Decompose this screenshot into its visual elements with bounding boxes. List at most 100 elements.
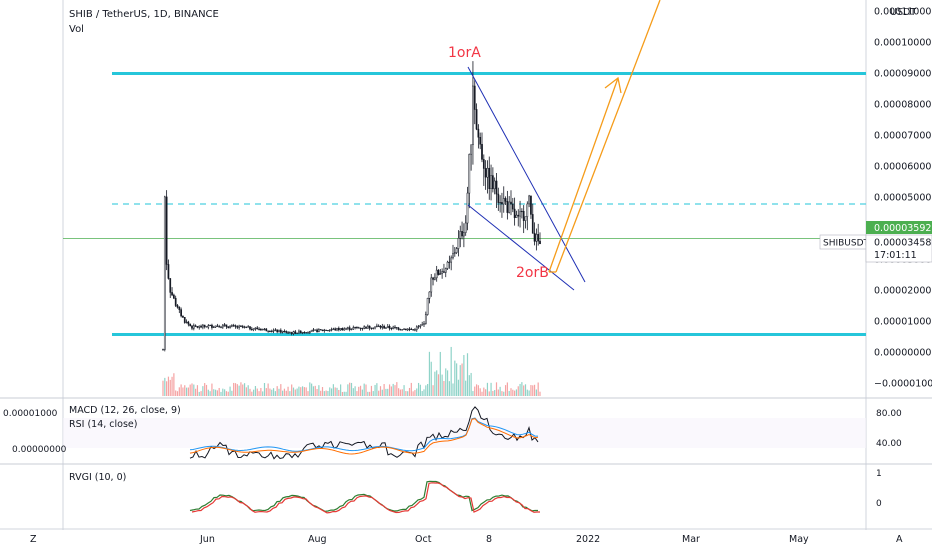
annotation-2orB[interactable]: 2orB (516, 265, 549, 281)
candle-body (417, 326, 420, 328)
candle-body (499, 202, 501, 204)
volume-bar (238, 385, 240, 396)
volume-bar (352, 388, 354, 396)
candle-body (191, 325, 193, 329)
time-axis-bar[interactable] (0, 530, 932, 550)
volume-bar (495, 382, 498, 396)
candle-body (207, 325, 210, 328)
candle-body (332, 328, 335, 330)
candle-body (455, 248, 458, 253)
wedge-lower-line[interactable] (467, 204, 575, 291)
volume-bar (312, 386, 315, 396)
candle-body (443, 271, 445, 273)
candle-body (452, 253, 454, 259)
volume-bar (376, 383, 378, 396)
candle-body (323, 329, 326, 331)
candle-body (357, 327, 360, 329)
volume-bar (367, 391, 369, 396)
candle-body (414, 329, 416, 331)
volume-bar (508, 390, 510, 396)
volume-legend[interactable]: Vol (69, 24, 84, 35)
candle-body (482, 159, 485, 169)
candle-body (350, 328, 353, 330)
candle-body (403, 328, 405, 330)
volume-bar (271, 389, 273, 396)
volume-bar (535, 389, 537, 396)
volume-bar (285, 390, 287, 396)
time-label-mar: Mar (682, 534, 700, 545)
candle-body (234, 325, 237, 327)
candle-body (198, 325, 201, 328)
symbol-tag[interactable]: SHIBUSDT (823, 239, 870, 249)
candle-body (240, 325, 242, 327)
interval[interactable]: 1D (153, 9, 168, 20)
volume-bar (300, 387, 302, 396)
volume-bar (231, 390, 233, 396)
volume-bar (470, 372, 472, 396)
volume-bar (388, 384, 391, 396)
volume-bar (481, 391, 483, 396)
volume-bar (318, 385, 320, 396)
candle-body (423, 323, 425, 325)
candle-body (490, 175, 492, 189)
candle-body (526, 203, 529, 217)
projection-line-left[interactable] (548, 77, 619, 273)
volume-bar (233, 382, 235, 396)
volume-bar (247, 385, 249, 396)
candle-body (165, 196, 168, 265)
symbol-name[interactable]: SHIB / TetherUS (69, 9, 148, 20)
volume-bar (196, 385, 199, 396)
macd-legend[interactable]: MACD (12, 26, close, 9) (69, 405, 181, 416)
rvgi-pane[interactable]: 1 0 (189, 469, 882, 514)
volume-bar (432, 385, 434, 396)
candle-body (189, 323, 192, 327)
volume-bar (459, 365, 461, 396)
projection-line-right[interactable] (555, 0, 661, 273)
volume-bar (396, 382, 398, 396)
volume-bar (334, 387, 336, 396)
price-tick-label: 0.00007000 (874, 131, 931, 142)
volume-bar (472, 391, 474, 396)
annotation-1orA[interactable]: 1orA (448, 45, 481, 61)
rsi-legend[interactable]: RSI (14, close) (69, 419, 138, 430)
volume-bar (162, 380, 164, 396)
projection-arrowhead (604, 76, 622, 94)
volume-bar (407, 391, 409, 396)
macd-rsi-pane[interactable]: 80.00 40.00 0.00001000 0.00000000 (3, 406, 902, 460)
volume-bar (421, 391, 423, 396)
volume-bar (242, 384, 244, 396)
volume-bar (240, 382, 242, 396)
candle-body (341, 328, 344, 331)
volume-bar (225, 391, 228, 396)
volume-bar (298, 386, 300, 396)
volume-bar (301, 386, 304, 396)
volume-bar (291, 384, 293, 396)
candle-body (216, 325, 219, 327)
candle-body (368, 325, 371, 329)
timezone-toggle[interactable]: Z (30, 534, 37, 545)
candle-body (314, 329, 317, 331)
candle-body (279, 329, 282, 333)
candle-body (308, 331, 311, 333)
volume-bar (506, 382, 508, 396)
rvgi-legend[interactable]: RVGI (10, 0) (69, 472, 127, 483)
candle-body (488, 167, 491, 189)
current-price-tag[interactable]: 0.00003592 (874, 223, 931, 234)
volume-bar (320, 390, 322, 396)
exchange-name: BINANCE (173, 9, 219, 20)
volume-bar (439, 351, 441, 396)
candle-body (502, 198, 505, 205)
candle-body (260, 328, 262, 331)
volume-bar (381, 389, 383, 396)
volume-bar (267, 383, 269, 396)
candle-body (524, 216, 527, 221)
volume-bar (309, 382, 311, 396)
price-candles (162, 61, 541, 352)
auto-scale-toggle[interactable]: A (896, 534, 903, 545)
price-tick-label: 0.00008000 (874, 100, 931, 111)
candle-body (377, 325, 380, 327)
symbol-price: 0.00003458 (874, 238, 931, 249)
volume-bar (256, 388, 258, 396)
